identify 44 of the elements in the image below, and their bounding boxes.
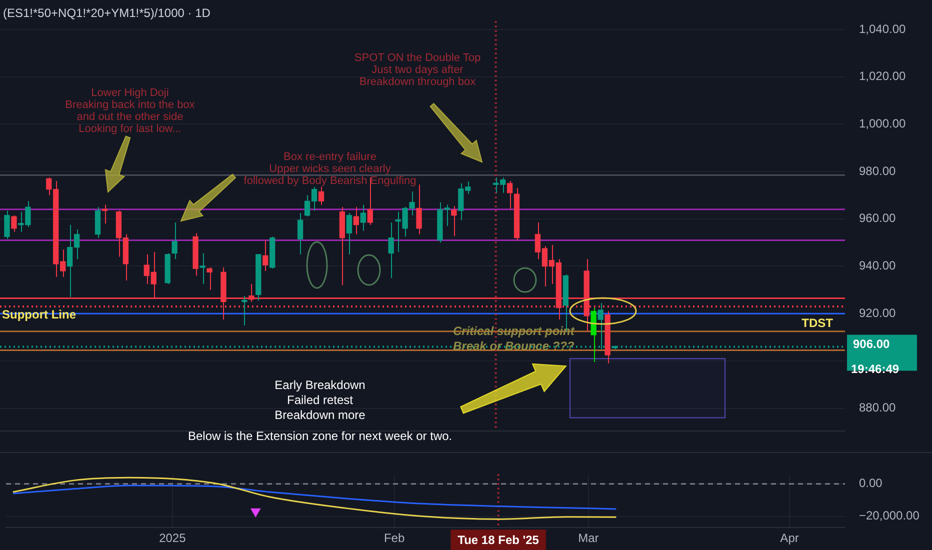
- y-tick-label: 880.00: [859, 400, 896, 415]
- candlestick: [206, 266, 212, 290]
- ref-line-label: TDST: [802, 316, 834, 330]
- y-tick-label: −20,000.00: [859, 508, 920, 523]
- candlestick: [318, 186, 324, 206]
- annotation: SPOT ON the Double Top Just two days after Breakdown through box: [353, 52, 482, 88]
- candlestick: [4, 210, 10, 240]
- candlestick: [11, 214, 17, 232]
- candlestick: [242, 295, 248, 326]
- candlestick: [200, 252, 206, 285]
- candlestick: [297, 212, 304, 255]
- candlestick: [102, 204, 108, 224]
- y-tick-label: 1,020.00: [859, 69, 906, 84]
- candlestick: [451, 206, 457, 237]
- y-tick-label: 1,040.00: [859, 22, 906, 36]
- y-tick-label: 980.00: [859, 164, 896, 178]
- line-series: [12, 484, 617, 510]
- candlestick: [360, 204, 366, 232]
- x-tick-label: Feb: [384, 531, 405, 546]
- chart-title: (ES1!*50+NQ1!*20+YM1!*5)/1000 · 1D: [3, 6, 210, 20]
- candlestick: [172, 222, 178, 260]
- annotation: Box re-entry failure Upper wicks seen clearly followed by Body Bearish Engulfing: [242, 151, 418, 187]
- annotation: Below is the Extension zone for next week or two.: [188, 429, 454, 443]
- candlestick: [416, 184, 422, 235]
- annotation: Early Breakdown Failed retest Breakdown more: [274, 378, 366, 423]
- ref-line-label: 906.00: [853, 337, 890, 352]
- candlestick: [262, 240, 268, 272]
- candlestick: [506, 180, 513, 210]
- y-tick-label: 940.00: [859, 258, 896, 273]
- text: 19:46:49: [851, 362, 900, 376]
- ref-line-label: Tue 18 Feb '25: [458, 532, 540, 547]
- annotation: Lower High Doji Breaking back into the box and out the other side Looking for last low...: [64, 87, 196, 135]
- x-tick-label: 2025: [159, 531, 186, 546]
- x-tick-label: Apr: [780, 531, 799, 546]
- candlestick: [353, 206, 359, 235]
- y-tick-label: 920.00: [859, 306, 896, 320]
- x-tick-label: Mar: [578, 531, 599, 546]
- y-tick-label: 960.00: [859, 211, 896, 226]
- y-tick-label: 0.00: [859, 476, 883, 490]
- line-series: [12, 476, 617, 520]
- candlestick: [346, 212, 352, 255]
- candlestick: [388, 222, 394, 279]
- candlestick: [367, 176, 373, 226]
- y-tick-label: 1,000.00: [859, 116, 906, 131]
